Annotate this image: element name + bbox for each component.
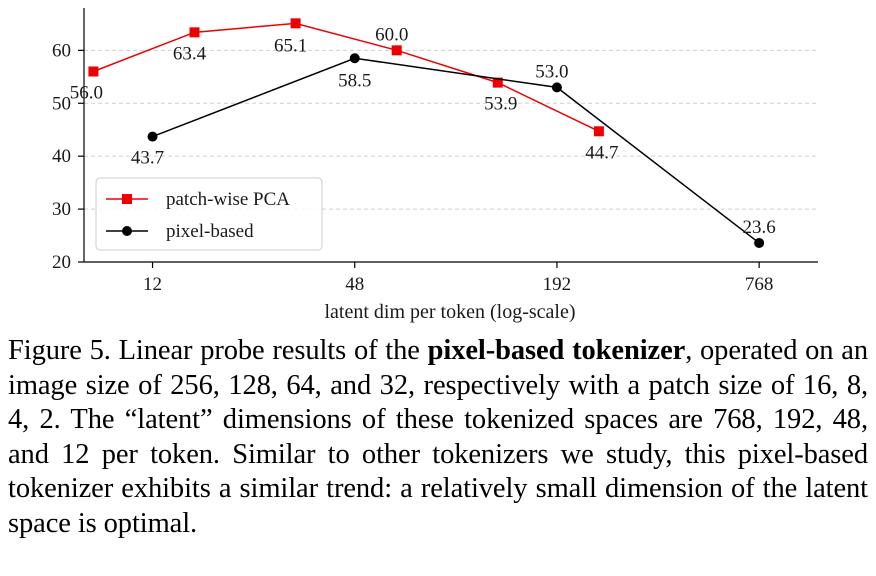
y-tick-label: 30 xyxy=(52,199,71,220)
gridlines xyxy=(84,49,818,210)
caption-body: , operated on an image size of 256, 128,… xyxy=(8,335,868,539)
data-point xyxy=(754,237,765,248)
data-point xyxy=(391,45,402,56)
data-point xyxy=(492,77,503,88)
series-line-pixel-based xyxy=(152,57,760,244)
data-label: 60.0 xyxy=(375,24,408,45)
x-tick-label: 768 xyxy=(745,274,774,295)
y-tick-label: 20 xyxy=(52,252,71,273)
data-label: 65.1 xyxy=(274,35,307,56)
legend-box xyxy=(95,177,323,251)
x-tick-label: 192 xyxy=(543,274,572,295)
data-point xyxy=(290,18,301,29)
legend-marker xyxy=(122,226,132,236)
data-point xyxy=(189,27,200,38)
caption-bold-term: pixel-based tokenizer xyxy=(427,335,686,366)
data-label: 53.9 xyxy=(484,94,517,115)
legend-entry: pixel-based xyxy=(166,221,254,242)
data-point xyxy=(349,53,360,64)
data-point xyxy=(88,66,99,77)
line-chart: 20 30 40 50 60 12 48 192 768 56.0 63.4 65.1 60.0 53.… xyxy=(52,8,818,323)
data-label: 44.7 xyxy=(585,142,618,163)
data-label: 58.5 xyxy=(338,70,371,91)
data-label: 43.7 xyxy=(131,148,164,169)
data-labels: 56.0 63.4 65.1 60.0 53.9 44.7 43.7 58.5 53.0 23.6 xyxy=(70,24,776,238)
caption-prefix: Figure 5. Linear probe results of the xyxy=(8,335,428,366)
y-tick-label: 40 xyxy=(52,146,71,167)
y-tick-label: 50 xyxy=(52,93,71,114)
legend-marker xyxy=(122,194,132,204)
figure-caption: Figure 5. Linear probe results of the pi… xyxy=(8,334,868,542)
legend: patch-wise PCA pixel-based xyxy=(95,177,323,251)
data-point xyxy=(147,131,158,142)
data-label: 56.0 xyxy=(70,83,103,104)
x-tick-label: 48 xyxy=(345,274,364,295)
legend-entry: patch-wise PCA xyxy=(166,189,290,210)
x-tick-label: 12 xyxy=(143,274,162,295)
data-label: 23.6 xyxy=(742,217,775,238)
data-label: 63.4 xyxy=(173,43,207,64)
y-tick-label: 60 xyxy=(52,40,71,61)
data-point xyxy=(593,126,604,137)
data-label: 53.0 xyxy=(535,61,568,82)
axes: 20 30 40 50 60 12 48 192 768 xyxy=(52,8,818,295)
series-line-patch-wise-PCA xyxy=(93,22,600,132)
data-point xyxy=(551,82,562,93)
series xyxy=(88,18,765,248)
x-axis-title: latent dim per token (log-scale) xyxy=(324,301,575,323)
